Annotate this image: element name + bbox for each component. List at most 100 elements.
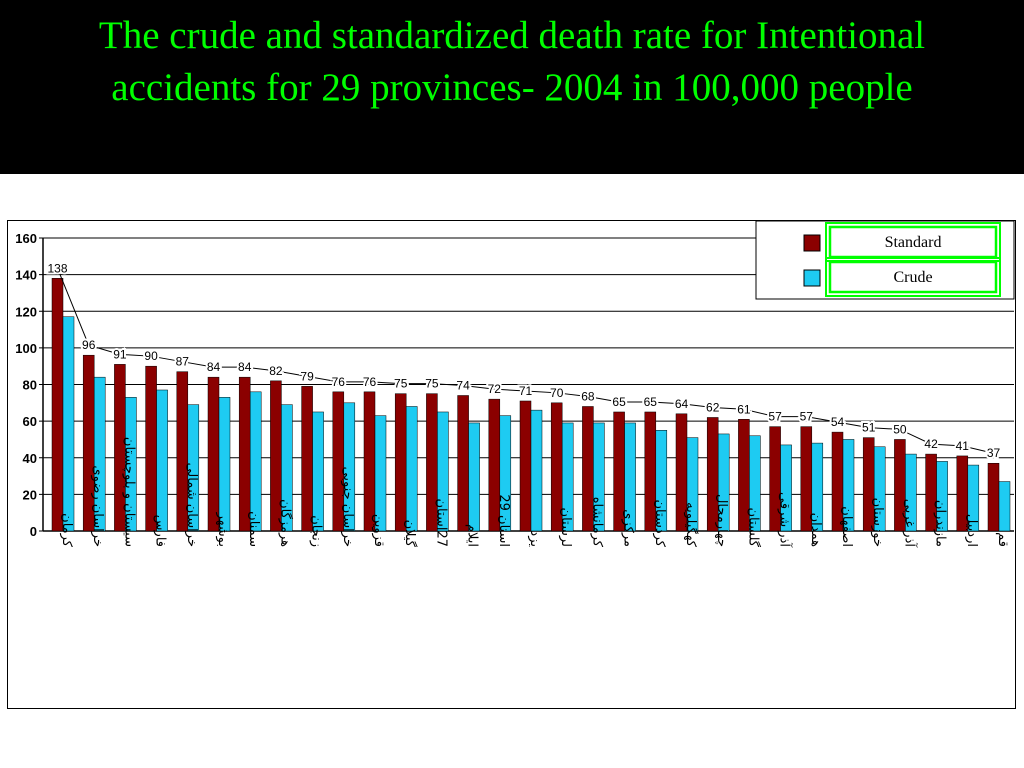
bar-crude: [842, 439, 855, 532]
legend-swatch-crude: [803, 269, 821, 287]
bar-standard: [51, 278, 64, 532]
bar-standard: [301, 386, 313, 532]
x-category-label: لرستان: [558, 508, 573, 547]
data-label: 51: [862, 421, 876, 435]
data-label: 71: [519, 384, 533, 398]
data-label: 68: [581, 389, 595, 403]
data-label: 50: [893, 422, 907, 436]
x-category-label: چهارمحال: [714, 494, 729, 547]
bar-crude: [249, 391, 262, 532]
data-label: 61: [737, 402, 751, 416]
x-category-label: کردستان: [652, 500, 667, 548]
bar-standard: [238, 376, 251, 532]
data-label: 79: [300, 369, 314, 383]
data-label: 65: [644, 395, 658, 409]
data-label: 70: [550, 386, 564, 400]
legend-highlight-inner: [828, 260, 998, 294]
bar-crude: [717, 433, 730, 532]
x-category-label: مازندران: [933, 500, 948, 547]
x-category-label: قزوین: [371, 514, 386, 547]
y-tick-label: 0: [30, 524, 37, 539]
title-band: The crude and standardized death rate fo…: [0, 0, 1024, 174]
bar-crude: [468, 422, 480, 532]
x-category-label: 27استان: [433, 499, 448, 547]
x-category-label: خراسان شمالی: [184, 462, 199, 547]
y-tick-label: 100: [15, 341, 37, 356]
data-label: 138: [47, 261, 67, 275]
y-tick-label: 160: [15, 231, 37, 246]
bar-crude: [749, 435, 761, 532]
bar-crude: [624, 422, 636, 532]
bar-crude: [967, 464, 980, 532]
bar-crude: [530, 409, 543, 532]
bar-crude: [780, 444, 792, 532]
data-label: 76: [332, 375, 346, 389]
bar-crude: [93, 376, 106, 532]
data-label: 62: [706, 400, 720, 414]
x-category-label: خوزستان: [870, 498, 885, 547]
bar-crude: [312, 411, 324, 532]
x-category-label: گیلان: [402, 520, 418, 548]
x-category-label: یزد: [527, 530, 542, 547]
y-tick-label: 40: [23, 451, 37, 466]
legend-highlight-inner: [828, 225, 998, 259]
x-category-label: خراسان جنوبی: [340, 467, 355, 547]
data-label: 41: [956, 439, 970, 453]
bar-crude: [499, 415, 512, 532]
title-line-1: The crude and standardized death rate fo…: [98, 14, 926, 57]
bar-crude: [374, 415, 387, 532]
x-category-label: آذر شرقی: [777, 492, 794, 548]
bar-crude: [873, 446, 886, 532]
legend-swatch-standard: [803, 234, 821, 252]
data-label: 74: [456, 378, 470, 392]
x-category-label: گلستان: [745, 507, 761, 547]
bar-crude: [561, 422, 574, 532]
x-category-label: هرمزگان: [277, 499, 293, 547]
slide-title: The crude and standardized death rate fo…: [0, 10, 1024, 114]
data-label: 91: [113, 347, 127, 361]
x-category-label: خراسان رضوی: [90, 465, 105, 547]
x-category-label: زنجان: [309, 515, 324, 547]
bar-standard: [207, 376, 220, 532]
bar-crude: [281, 404, 293, 532]
bar-crude: [218, 397, 231, 532]
x-category-label: کرمانشاه: [589, 497, 604, 548]
y-tick-label: 80: [23, 378, 37, 393]
data-label: 82: [269, 364, 283, 378]
x-category-label: قم: [995, 532, 1010, 547]
x-category-label: استان 29: [496, 494, 511, 547]
bar-standard: [394, 393, 407, 532]
data-label-connector: [57, 268, 994, 454]
bar-crude: [437, 411, 449, 532]
chart-frame: 0 20 40 60 80 100 120 140 160 138 96 91 90 87 84 84 82 79…: [7, 220, 1016, 709]
x-category-label: بوشهر: [215, 512, 230, 547]
x-category-label: کهگیلویه: [683, 502, 699, 548]
bar-crude: [405, 406, 418, 532]
x-category-label: اردبیل: [964, 514, 979, 547]
y-tick-label: 20: [23, 487, 37, 502]
x-category-label: اصفهان: [839, 506, 854, 547]
bar-standard: [363, 391, 376, 532]
y-tick-label: 60: [23, 414, 37, 429]
data-label: 84: [238, 360, 252, 374]
bar-standard: [987, 462, 1000, 532]
bar-crude: [811, 442, 824, 532]
data-label: 76: [363, 375, 377, 389]
data-label: 57: [768, 410, 782, 424]
x-category-label: ایلام: [465, 524, 480, 547]
bar-crude: [343, 402, 356, 532]
bar-crude: [655, 430, 668, 532]
legend-highlight-outer: [825, 257, 1001, 297]
data-label: 87: [176, 355, 190, 369]
bar-crude: [998, 481, 1011, 532]
bar-crude: [62, 316, 75, 532]
bar-crude: [686, 437, 699, 532]
bar-crude: [905, 453, 917, 532]
data-label: 90: [144, 349, 158, 363]
bar-standard: [519, 400, 532, 532]
x-category-label: سیستان و بلوچستان: [121, 437, 136, 547]
bar-crude: [125, 397, 137, 532]
bar-crude: [187, 404, 200, 532]
x-category-label: سمنان: [246, 511, 261, 547]
data-label: 57: [800, 410, 814, 424]
